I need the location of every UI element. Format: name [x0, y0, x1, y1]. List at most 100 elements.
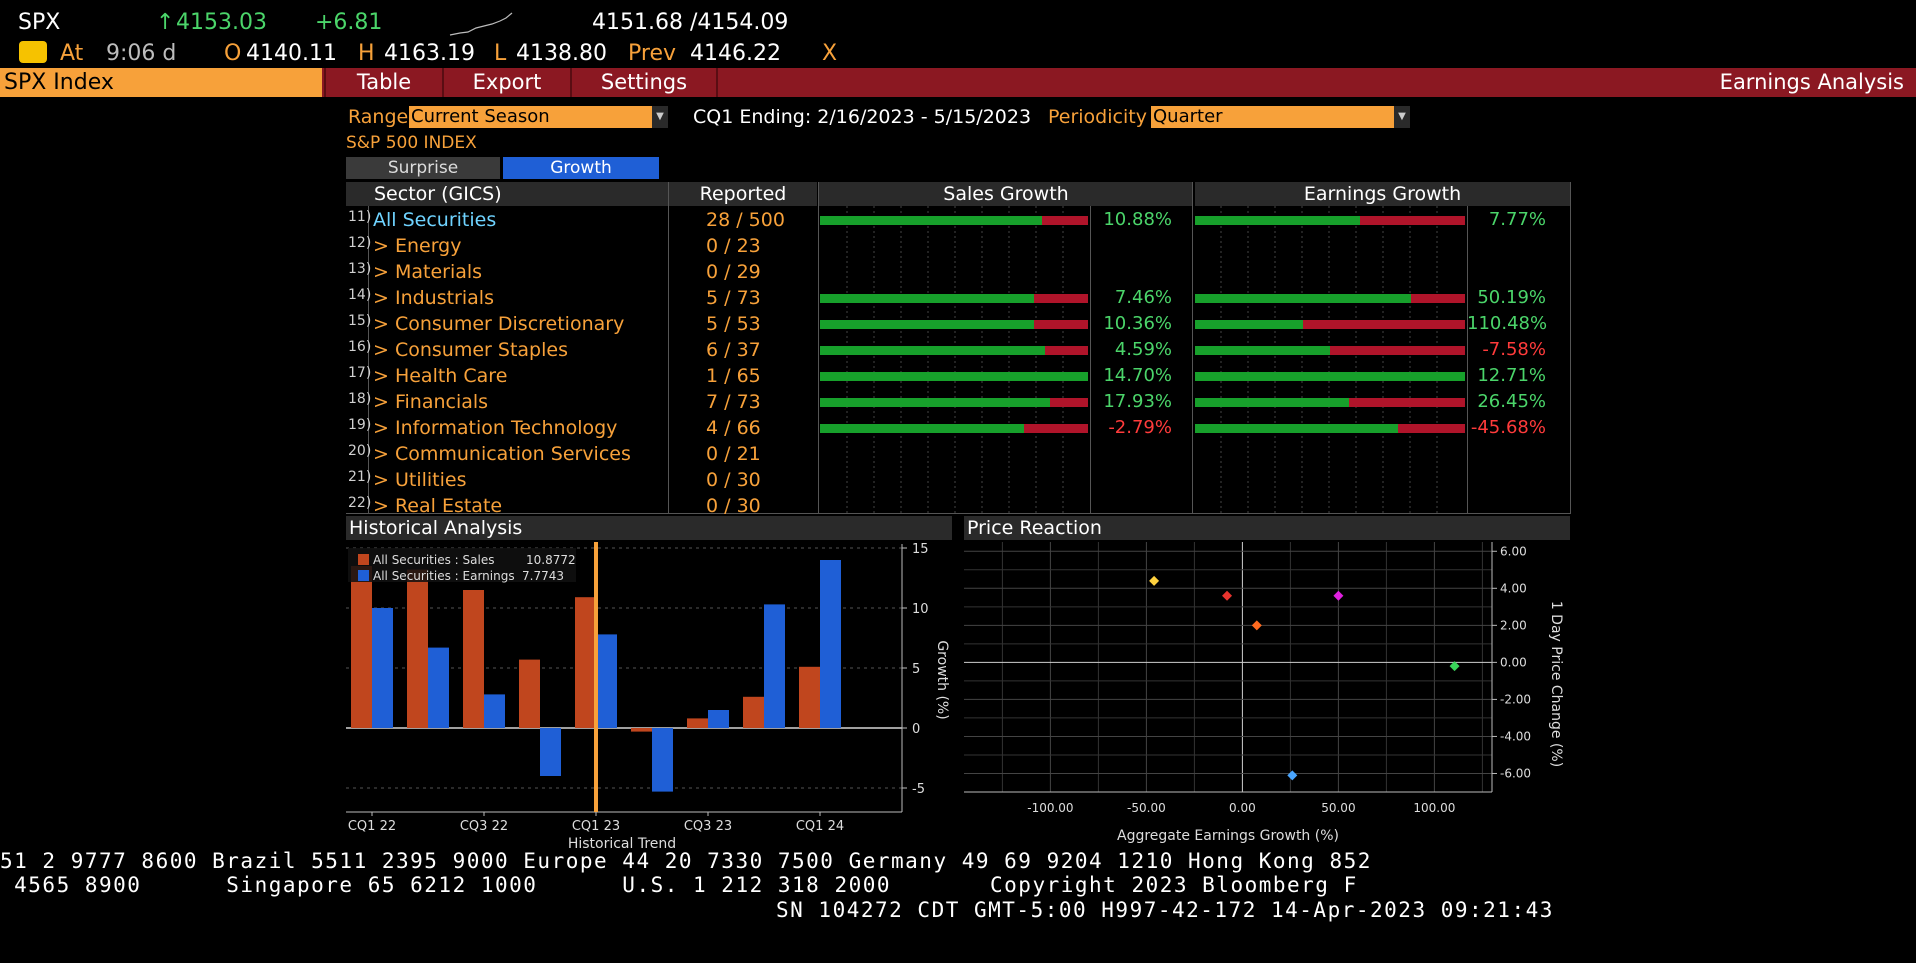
- close-x-button[interactable]: X: [822, 41, 838, 66]
- x-tick-label: 100.00: [1413, 801, 1455, 815]
- sector-name[interactable]: > Information Technology: [373, 417, 618, 439]
- earnings-bar[interactable]: [596, 634, 617, 728]
- sales-growth-value: 10.36%: [1103, 313, 1172, 334]
- y-tick-label: 10: [912, 602, 929, 617]
- scatter-point[interactable]: [1287, 770, 1298, 781]
- index-ticker-field[interactable]: SPX Index: [0, 68, 322, 97]
- bid-ask: 4151.68 /4154.09: [592, 10, 789, 35]
- legend-value: 10.8772: [526, 553, 576, 567]
- sales-grid: [846, 206, 1064, 514]
- sector-name[interactable]: > Real Estate: [373, 495, 503, 517]
- prev-value: 4146.22: [690, 41, 781, 66]
- ticker-symbol: SPX: [18, 10, 61, 35]
- tab-growth[interactable]: Growth: [503, 157, 659, 179]
- sales-bar[interactable]: [687, 718, 708, 728]
- sales-bar[interactable]: [631, 728, 652, 732]
- open-label: O: [224, 41, 242, 66]
- sector-name[interactable]: > Consumer Discretionary: [373, 313, 625, 335]
- y-axis-label: Growth (%): [934, 640, 950, 719]
- table-row[interactable]: 14) > Industrials 5 / 73 7.46% 50.19%: [346, 285, 1570, 311]
- sector-name[interactable]: > Financials: [373, 391, 489, 413]
- table-row[interactable]: 21) > Utilities 0 / 30: [346, 467, 1570, 493]
- sector-name[interactable]: > Health Care: [373, 365, 508, 387]
- sales-bar[interactable]: [519, 659, 540, 728]
- earnings-bar[interactable]: [764, 604, 785, 728]
- earnings-growth-header[interactable]: Earnings Growth: [1195, 182, 1570, 206]
- settings-menu-button[interactable]: Settings: [570, 68, 716, 97]
- y-tick-label: -6.00: [1500, 766, 1531, 780]
- table-row[interactable]: 12) > Energy 0 / 23: [346, 233, 1570, 259]
- sales-bar[interactable]: [463, 590, 484, 728]
- row-number: 18): [348, 391, 372, 407]
- reported-count: 0 / 23: [706, 235, 761, 257]
- sales-growth-header[interactable]: Sales Growth: [819, 182, 1193, 206]
- x-tick-label: -100.00: [1027, 801, 1073, 815]
- quote-time: 9:06 d: [106, 41, 177, 66]
- table-row[interactable]: 13) > Materials 0 / 29: [346, 259, 1570, 285]
- export-menu-button[interactable]: Export: [442, 68, 570, 97]
- table-menu-button[interactable]: Table: [324, 68, 442, 97]
- table-row[interactable]: 15) > Consumer Discretionary 5 / 53 10.36% 1…: [346, 311, 1570, 337]
- table-row[interactable]: 11) All Securities 28 / 500 10.88% 7.77%: [346, 207, 1570, 233]
- legend-label: All Securities : Earnings: [373, 569, 515, 583]
- price-reaction-scatter: -100.00 -50.00 0.00 50.00 100.00 6.00 4.00 2.00…: [964, 542, 1564, 844]
- sales-growth-value: 7.46%: [1114, 287, 1172, 308]
- earnings-growth-value: 12.71%: [1477, 365, 1546, 386]
- earnings-growth-value: 7.77%: [1488, 209, 1546, 230]
- scatter-point[interactable]: [1149, 575, 1160, 586]
- sector-name[interactable]: > Materials: [373, 261, 483, 283]
- reported-count: 0 / 29: [706, 261, 761, 283]
- sector-name[interactable]: All Securities: [373, 209, 497, 231]
- scatter-point[interactable]: [1449, 661, 1460, 672]
- y-tick-label: -2.00: [1500, 692, 1531, 706]
- sales-bar[interactable]: [799, 666, 820, 728]
- sector-name[interactable]: > Utilities: [373, 469, 467, 491]
- range-dropdown[interactable]: Current Season ▼: [409, 106, 668, 128]
- scatter-point[interactable]: [1251, 620, 1262, 631]
- table-row[interactable]: 17) > Health Care 1 / 65 14.70% 12.71%: [346, 363, 1570, 389]
- sales-growth-bar: [820, 398, 1088, 407]
- legend-value: 7.7743: [522, 569, 564, 583]
- sector-header[interactable]: Sector (GICS): [346, 182, 668, 206]
- scatter-point[interactable]: [1222, 590, 1233, 601]
- table-row[interactable]: 22) > Real Estate 0 / 30: [346, 493, 1570, 519]
- sales-bar[interactable]: [575, 597, 596, 728]
- earnings-bar[interactable]: [820, 560, 841, 728]
- earnings-bar[interactable]: [652, 728, 673, 792]
- clock-icon: [19, 41, 47, 67]
- tab-surprise[interactable]: Surprise: [346, 157, 500, 179]
- dropdown-arrow-icon[interactable]: ▼: [652, 106, 668, 128]
- earnings-growth-value: 26.45%: [1477, 391, 1546, 412]
- table-row[interactable]: 18) > Financials 7 / 73 17.93% 26.45%: [346, 389, 1570, 415]
- sector-name[interactable]: > Energy: [373, 235, 462, 257]
- table-row[interactable]: 16) > Consumer Staples 6 / 37 4.59% -7.58%: [346, 337, 1570, 363]
- table-row[interactable]: 20) > Communication Services 0 / 21: [346, 441, 1570, 467]
- row-number: 14): [348, 287, 372, 303]
- sales-growth-bar: [820, 346, 1088, 355]
- sector-name[interactable]: > Consumer Staples: [373, 339, 568, 361]
- scatter-point[interactable]: [1333, 590, 1344, 601]
- earnings-bar[interactable]: [428, 647, 449, 728]
- periodicity-dropdown[interactable]: Quarter ▼: [1151, 106, 1410, 128]
- row-number: 17): [348, 365, 372, 381]
- x-axis-label: Aggregate Earnings Growth (%): [1117, 828, 1339, 844]
- earnings-bar[interactable]: [540, 728, 561, 776]
- sales-bar[interactable]: [407, 569, 428, 728]
- sector-name[interactable]: > Communication Services: [373, 443, 631, 465]
- earnings-bar[interactable]: [372, 608, 393, 728]
- sales-bar[interactable]: [743, 696, 764, 728]
- table-row[interactable]: 19) > Information Technology 4 / 66 -2.79% -…: [346, 415, 1570, 441]
- x-tick-label: CQ1 23: [572, 819, 620, 834]
- sector-name[interactable]: > Industrials: [373, 287, 494, 309]
- earnings-growth-bar: [1195, 372, 1465, 381]
- earnings-bar[interactable]: [484, 694, 505, 728]
- x-axis-label: Historical Trend: [568, 836, 676, 852]
- row-number: 22): [348, 495, 372, 511]
- reported-header[interactable]: Reported: [669, 182, 817, 206]
- footer-contacts-line2: 4565 8900 Singapore 65 6212 1000 U.S. 1 …: [0, 873, 1358, 897]
- row-number: 11): [348, 209, 372, 225]
- y-tick-label: 0: [912, 722, 920, 737]
- earnings-bar[interactable]: [708, 710, 729, 728]
- dropdown-arrow-icon[interactable]: ▼: [1394, 106, 1410, 128]
- sales-bar[interactable]: [351, 566, 372, 728]
